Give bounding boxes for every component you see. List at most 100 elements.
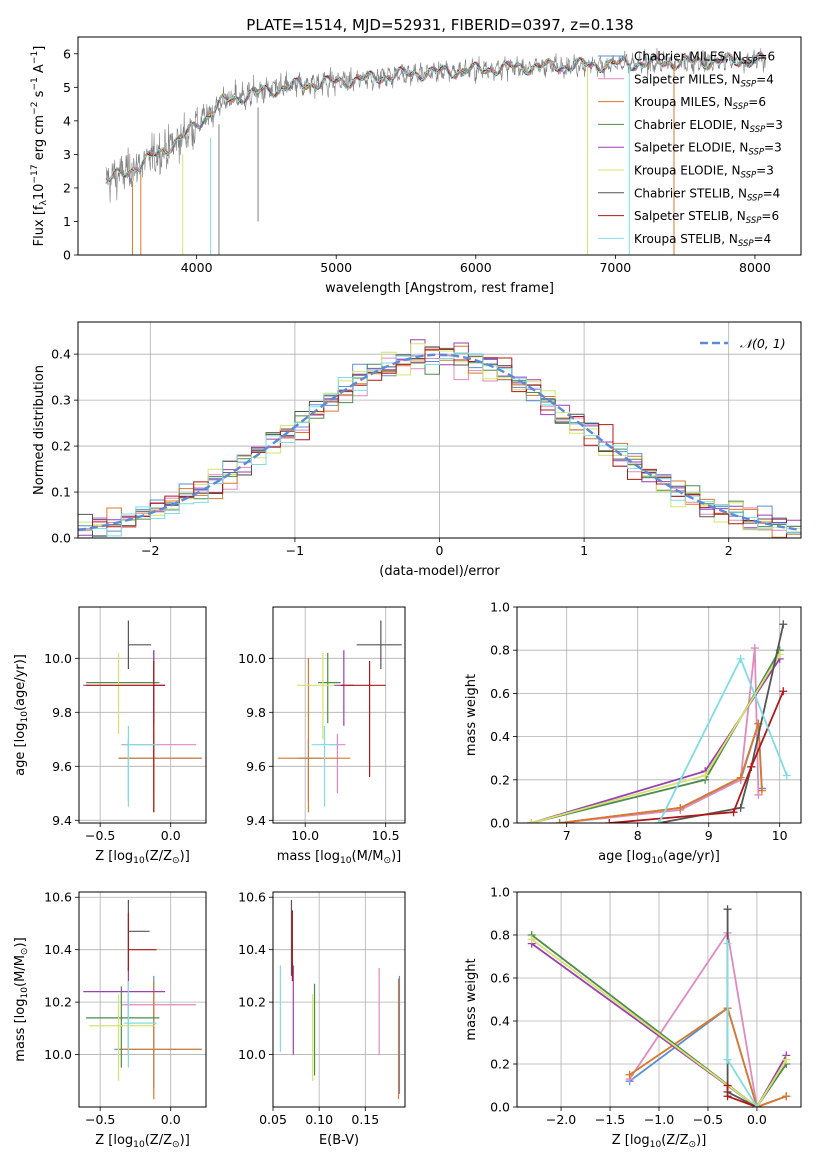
age_vs_z-y-tick-label: 9.6 bbox=[52, 759, 72, 774]
legend-label: Salpeter ELODIE, NSSP=3 bbox=[634, 141, 782, 158]
legend-nssp-subscript: SSP bbox=[750, 125, 766, 135]
mass-weight-point bbox=[754, 790, 763, 799]
spectrum-y-tick-label: 0 bbox=[63, 248, 71, 263]
mass_vs_ebv-plot-area bbox=[273, 892, 405, 1107]
mass_weight_vs_age-x-tick-label: 9 bbox=[705, 828, 713, 843]
model-spectrum-line bbox=[105, 52, 767, 185]
age_vs_z-x-tick-label: 0.0 bbox=[161, 828, 181, 843]
age_vs_mass-x-label-part: )] bbox=[391, 849, 401, 864]
residuals-x-tick-label: 0 bbox=[436, 543, 444, 558]
mass_vs_z-x-label-part: 10 bbox=[133, 1140, 145, 1150]
spectrum-y-tick-label: 5 bbox=[63, 80, 71, 95]
mass_weight_vs_z-x-label-part: ⊙ bbox=[689, 1140, 697, 1150]
legend-nssp-value: 3 bbox=[774, 141, 782, 155]
spectrum-y-label: Flux [fλ10−17 erg cm−2 s−1 A−1] bbox=[30, 46, 49, 247]
age_vs_z-axes: −0.5 0.09.49.69.810.0Z [log10(Z/Z⊙)]age [… bbox=[13, 606, 207, 866]
mass_vs_z-axes: −0.5 0.010.010.210.410.6Z [log10(Z/Z⊙)]ma… bbox=[13, 890, 207, 1150]
legend-nssp-prefix: , N bbox=[729, 209, 746, 223]
age_vs_mass-y-tick-label: 9.6 bbox=[246, 759, 266, 774]
mass_weight_vs_z-plot-area bbox=[517, 892, 801, 1107]
legend-label: Chabrier ELODIE, NSSP=3 bbox=[634, 118, 783, 135]
legend-equals: = bbox=[757, 50, 767, 64]
age_vs_mass-x-label: mass [log10(M/M⊙)] bbox=[277, 849, 401, 866]
mass_weight_vs_age-y-tick-label: 0.0 bbox=[490, 816, 510, 831]
mass-weight-line bbox=[658, 656, 788, 823]
legend-label: Chabrier STELIB, NSSP=4 bbox=[634, 186, 780, 203]
residuals-y-tick-label: 0.0 bbox=[51, 531, 71, 546]
legend-label: Kroupa MILES, NSSP=6 bbox=[634, 95, 766, 112]
legend-nssp-value: 6 bbox=[771, 209, 779, 223]
legend-nssp-subscript: SSP bbox=[746, 216, 762, 226]
mass-weight-point bbox=[723, 905, 732, 914]
age_vs_z-x-tick-label: −0.5 bbox=[85, 828, 115, 843]
spectrum-y-label-part: s bbox=[32, 90, 47, 101]
legend-equals: = bbox=[756, 164, 766, 178]
spectrum-y-tick-label: 4 bbox=[63, 113, 71, 128]
legend-label: Kroupa ELODIE, NSSP=3 bbox=[634, 164, 774, 181]
legend-equals: = bbox=[765, 118, 775, 132]
spectrum-y-label-part: −17 bbox=[30, 164, 40, 183]
mass_vs_z-y-label-part: (M/M bbox=[13, 955, 28, 987]
residual-histogram bbox=[78, 352, 801, 537]
mass_weight_vs_age-y-tick-label: 1.0 bbox=[490, 600, 510, 615]
residuals-y-tick-label: 0.1 bbox=[51, 485, 71, 500]
mass_vs_z-x-label: Z [log10(Z/Z⊙)] bbox=[95, 1133, 190, 1150]
mass-weight-point bbox=[750, 644, 759, 653]
mass_vs_z-y-label-part: 10 bbox=[20, 987, 30, 999]
legend-label: Chabrier MILES, NSSP=6 bbox=[634, 50, 775, 67]
mass-weight-point bbox=[736, 773, 745, 782]
legend-equals: = bbox=[756, 72, 766, 86]
mass_vs_z-x-label-part: (Z/Z bbox=[145, 1133, 172, 1148]
age_vs_z-y-label-part: 10 bbox=[20, 711, 30, 723]
mass_weight_vs_z-x-label-part: )] bbox=[696, 1133, 706, 1148]
mass_vs_z-x-tick-label: 0.0 bbox=[161, 1112, 181, 1127]
mass_vs_ebv-x-label: E(B-V) bbox=[319, 1133, 359, 1148]
residual-histogram bbox=[78, 348, 801, 538]
mass-weight-point bbox=[655, 819, 663, 823]
age_vs_z-y-label: age [log10(age/yr)] bbox=[13, 654, 30, 776]
residuals-x-tick-label: −2 bbox=[141, 543, 159, 558]
legend-label: Kroupa STELIB, NSSP=4 bbox=[634, 232, 771, 249]
age_vs_mass-y-tick-label: 9.4 bbox=[246, 813, 266, 828]
mass-weight-point bbox=[723, 1055, 732, 1064]
mass-weight-point bbox=[782, 771, 791, 780]
mass_weight_vs_z-axes: −2.0 −1.5 −1.0 −0.5 0.0 0.0 0.2 0.4 0.6 0.8 1.0 Z [… bbox=[464, 885, 802, 1150]
age_vs_z-y-tick-label: 9.8 bbox=[52, 705, 72, 720]
mass_vs_z-x-tick-label: −0.5 bbox=[85, 1112, 115, 1127]
spectrum-y-tick-label: 3 bbox=[63, 147, 71, 162]
spectrum-y-tick-label: 2 bbox=[63, 180, 71, 195]
spectrum-y-label-part: A bbox=[32, 64, 47, 77]
legend-nssp-value: 3 bbox=[766, 164, 774, 178]
legend-series-name: Kroupa STELIB bbox=[634, 232, 721, 246]
age_vs_z-y-tick-label: 10.0 bbox=[44, 651, 72, 666]
age_vs_z-frame bbox=[78, 606, 207, 824]
spectrum-x-tick-label: 4000 bbox=[181, 260, 213, 275]
spectrum-y-label-part: λ bbox=[39, 200, 49, 206]
age_vs_z-y-label-part: (age/yr)] bbox=[13, 654, 28, 711]
mass-weight-point bbox=[701, 771, 710, 780]
mass-weight-line bbox=[531, 938, 788, 1107]
mass_weight_vs_age-y-tick-label: 0.8 bbox=[490, 643, 510, 658]
mass_weight_vs_z-x-label-part: 10 bbox=[650, 1140, 662, 1150]
age_vs_mass-x-label-part: (M/M bbox=[352, 849, 384, 864]
mass-weight-point bbox=[527, 935, 536, 944]
legend-nssp-value: 4 bbox=[773, 186, 781, 200]
mass_weight_vs_z-y-label: mass weight bbox=[464, 958, 479, 1040]
residuals-y-tick-label: 0.3 bbox=[51, 393, 71, 408]
spectrum-y-tick-label: 1 bbox=[63, 214, 71, 229]
legend-label: Salpeter MILES, NSSP=4 bbox=[634, 72, 774, 89]
age_vs_mass-y-tick-label: 10.0 bbox=[238, 651, 266, 666]
residuals-frame bbox=[77, 321, 802, 539]
age_vs_z-y-label-part: age [log bbox=[13, 723, 28, 776]
spectrum-y-label-part: Flux [f bbox=[32, 205, 47, 246]
mass_weight_vs_z-frame bbox=[516, 891, 802, 1108]
mass_vs_z-y-label-part: ⊙ bbox=[20, 947, 30, 955]
mass-weight-point bbox=[782, 1055, 791, 1064]
legend-nssp-prefix: , N bbox=[725, 50, 742, 64]
legend-equals: = bbox=[748, 95, 758, 109]
legend-nssp-subscript: SSP bbox=[742, 57, 758, 67]
mass_weight_vs_z-x-tick-label: −1.0 bbox=[644, 1112, 674, 1127]
mass-weight-point bbox=[723, 1081, 732, 1090]
mass_vs_ebv-y-tick-label: 10.4 bbox=[238, 942, 266, 957]
